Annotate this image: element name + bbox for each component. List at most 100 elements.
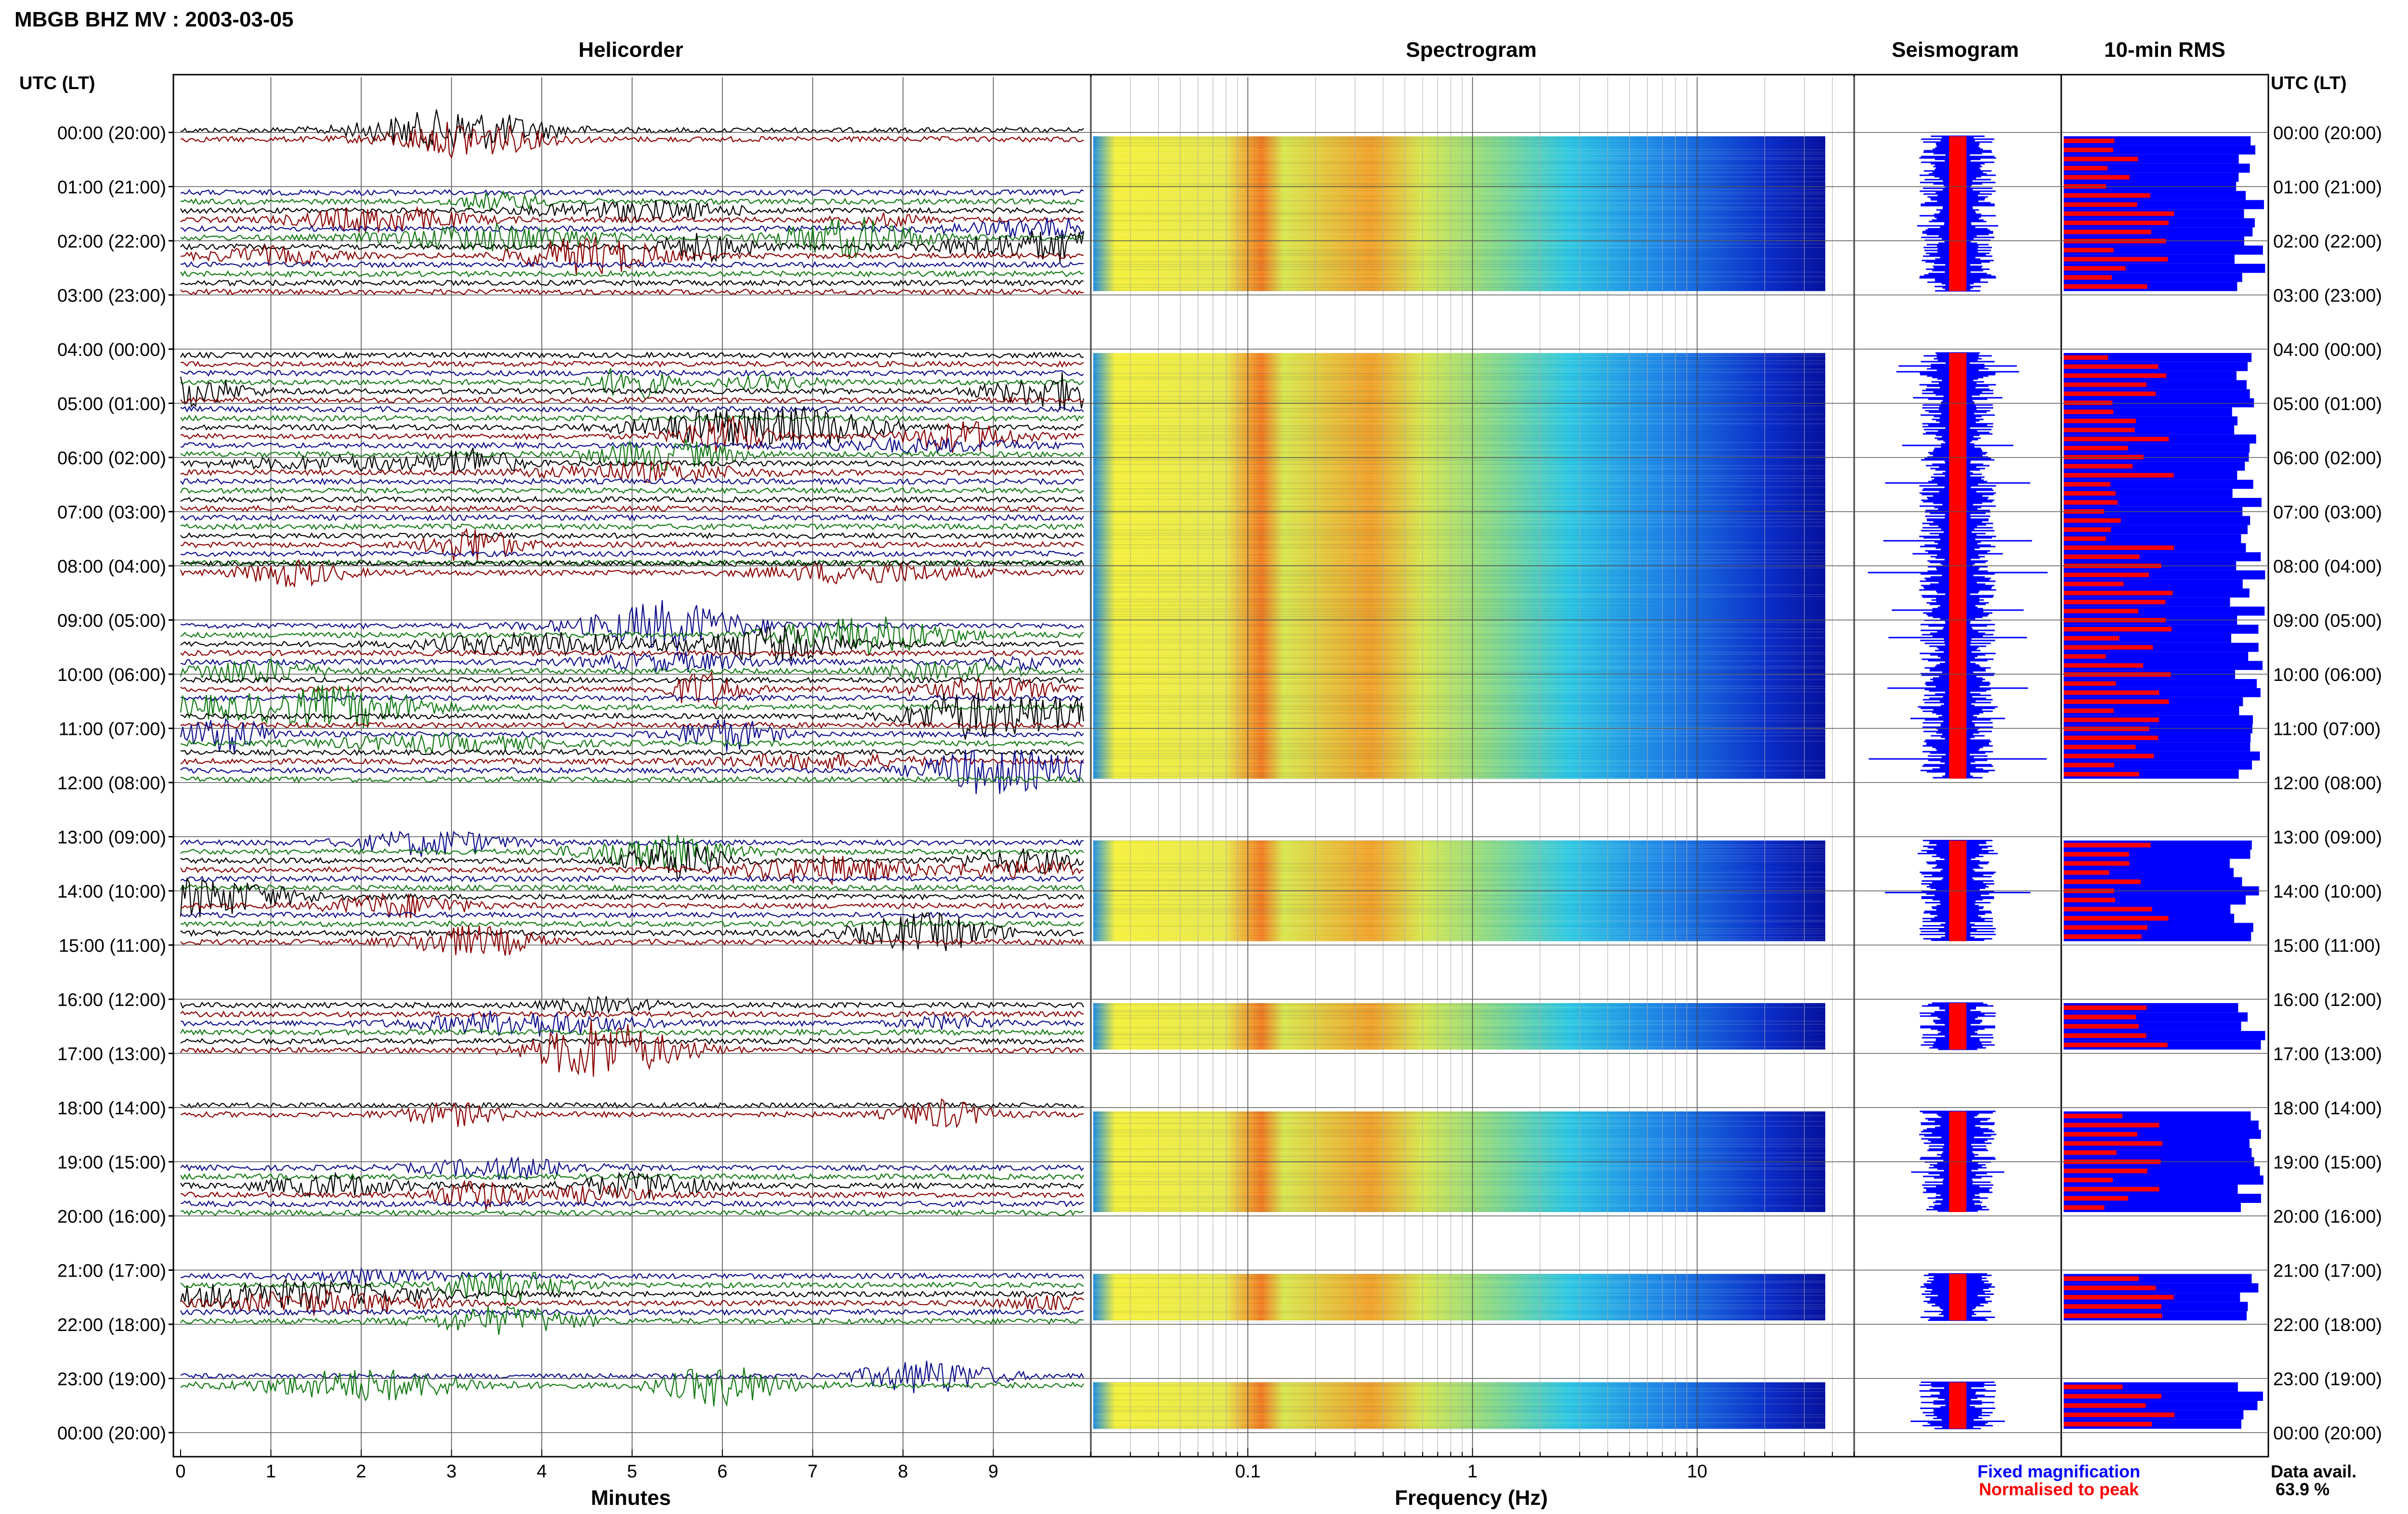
time-label: 04:00 (00:00) (57, 340, 166, 360)
helicorder-trace (180, 649, 1084, 657)
seismogram-normalised (1949, 1382, 1966, 1429)
helicorder-trace (180, 842, 1084, 879)
rms-normalised-bar (2064, 925, 2147, 930)
helicorder-trace (180, 1010, 1084, 1018)
helicorder-trace (180, 1270, 1084, 1305)
rms-normalised-bar (2064, 1313, 2162, 1318)
helicorder-trace (180, 368, 1084, 400)
page-title: MBGB BHZ MV : 2003-03-05 (14, 8, 293, 31)
rms-normalised-bar (2064, 907, 2152, 912)
hour-gridlines (169, 131, 2268, 1434)
helicorder-trace (180, 217, 1084, 239)
helicorder-trace (180, 109, 1084, 150)
rms-normalised-bar (2064, 663, 2143, 668)
rms-normalised-bar (2064, 1276, 2139, 1281)
time-label: 00:00 (20:00) (57, 123, 166, 144)
time-label: 17:00 (13:00) (57, 1044, 166, 1065)
helicorder-trace (180, 447, 1084, 474)
minute-tick-label: 8 (898, 1462, 908, 1482)
helicorder-trace (180, 496, 1084, 504)
rms-fixed-bar (2064, 1175, 2264, 1185)
rms-normalised-bar (2064, 654, 2106, 659)
helicorder-trace (180, 721, 1084, 729)
rms-normalised-bar (2064, 861, 2130, 866)
rms-normalised-bar (2064, 1113, 2122, 1119)
rms-normalised-bar (2064, 1168, 2147, 1174)
helicorder-trace (180, 600, 1084, 651)
rms-normalised-bar (2064, 1422, 2152, 1427)
helicorder-trace (180, 1173, 1084, 1181)
time-label: 16:00 (12:00) (57, 990, 166, 1010)
rms-normalised-bar (2064, 518, 2121, 523)
helicorder-trace (180, 414, 1084, 422)
rms-normalised-bar (2064, 934, 2142, 939)
frequency-tick-label: 1 (1467, 1462, 1478, 1482)
rms-normalised-bar (2064, 726, 2149, 731)
helicorder-trace (180, 360, 1084, 368)
helicorder-trace (180, 1179, 1084, 1211)
helicorder-trace (180, 884, 1084, 892)
rms-normalised-bar (2064, 138, 2115, 144)
time-label: 20:00 (16:00) (57, 1207, 166, 1227)
rms-normalised-bar (2064, 754, 2154, 758)
helicorder-trace (180, 1028, 1084, 1036)
rms-normalised-bar (2064, 763, 2115, 768)
helicorder-trace (180, 559, 1084, 588)
helicorder-trace (180, 477, 1084, 486)
spectrogram-bands (1093, 136, 1825, 1430)
time-label: 00:00 (20:00) (2273, 1423, 2382, 1444)
spectrogram-band (1093, 1274, 1825, 1320)
frequency-tick-label: 10 (1687, 1462, 1707, 1482)
rms-normalised-bar (2064, 1294, 2174, 1300)
time-label: 04:00 (00:00) (2273, 340, 2382, 360)
rms-normalised-bar (2064, 418, 2136, 423)
rms-normalised-bar (2064, 1033, 2146, 1038)
time-label: 18:00 (14:00) (2273, 1098, 2382, 1119)
rms-normalised-bar (2064, 1150, 2117, 1155)
time-label: 15:00 (11:00) (2273, 936, 2381, 956)
rms-normalised-bar (2064, 1177, 2113, 1183)
utc-caption-right: UTC (LT) (2271, 73, 2347, 93)
helicorder-trace (180, 925, 1084, 956)
helicorder-trace (180, 749, 1084, 794)
helicorder-trace (180, 920, 1084, 928)
spectrogram-x-label: Frequency (Hz) (1395, 1486, 1548, 1510)
rms-fixed-bar (2064, 353, 2252, 362)
helicorder-trace (180, 732, 1084, 755)
helicorder-trace (180, 912, 1084, 952)
helicorder-trace (180, 217, 1084, 260)
helicorder-trace (180, 657, 1084, 683)
helicorder-trace (181, 416, 1084, 454)
time-label: 00:00 (20:00) (57, 1423, 166, 1444)
time-label: 05:00 (01:00) (57, 394, 166, 415)
rms-normalised-bar (2064, 1132, 2137, 1137)
time-label: 20:00 (16:00) (2273, 1207, 2382, 1227)
minute-tick-label: 1 (266, 1462, 276, 1482)
rms-normalised-bar (2064, 1384, 2123, 1389)
helicorder-trace (180, 351, 1084, 359)
helicorder-traces (180, 109, 1085, 1407)
helicorder-trace (180, 522, 1084, 531)
rms-normalised-bar (2064, 1122, 2159, 1128)
helicorder-trace (180, 892, 1084, 918)
rms-normalised-bar (2064, 428, 2135, 432)
rms-normalised-bar (2064, 175, 2130, 180)
rms-normalised-bar (2064, 436, 2169, 442)
helicorder-trace (180, 513, 1084, 522)
rms-normalised-bar (2064, 373, 2166, 378)
time-label: 21:00 (17:00) (2273, 1261, 2382, 1281)
rms-normalised-bar (2064, 364, 2159, 369)
time-label: 02:00 (22:00) (57, 232, 166, 252)
seismogram-normalised (1949, 136, 1966, 291)
rms-normalised-bar (2064, 898, 2116, 902)
rms-normalised-bar (2064, 473, 2174, 478)
rms-normalised-bar (2064, 1005, 2147, 1010)
data-availability-label: Data avail. (2271, 1462, 2356, 1481)
time-label: 06:00 (02:00) (2273, 448, 2382, 469)
helicorder-trace (180, 1267, 1084, 1285)
utc-caption-left: UTC (LT) (19, 73, 95, 93)
rms-normalised-bar (2064, 573, 2149, 577)
rms-normalised-bar (2064, 409, 2114, 414)
rms-normalised-bar (2064, 1412, 2175, 1417)
helicorder-trace (180, 279, 1084, 287)
